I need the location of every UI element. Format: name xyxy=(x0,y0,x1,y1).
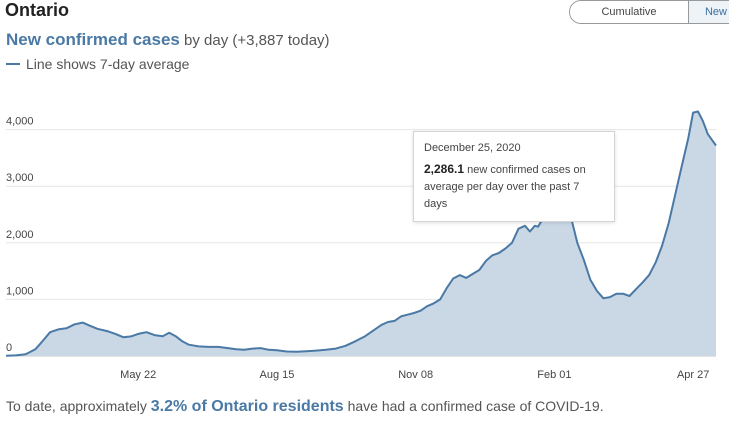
x-tick-label: Feb 01 xyxy=(537,369,571,381)
headline-strong: New confirmed cases xyxy=(6,30,180,49)
toggle-cumulative-button[interactable]: Cumulative xyxy=(570,1,688,23)
chart-legend: Line shows 7-day average xyxy=(6,56,189,72)
footnote-prefix: To date, approximately xyxy=(6,398,151,414)
tooltip-body: 2,286.1 new confirmed cases on average p… xyxy=(424,161,604,213)
hover-tooltip: December 25, 2020 2,286.1 new confirmed … xyxy=(413,131,615,222)
x-tick-label: May 22 xyxy=(120,369,156,381)
tooltip-value: 2,286.1 xyxy=(424,162,465,176)
region-title: Ontario xyxy=(5,0,70,20)
y-tick-label: 3,000 xyxy=(6,172,34,184)
x-axis: May 22 Aug 15 Nov 08 Feb 01 Apr 27 xyxy=(120,369,709,381)
footnote-suffix: have had a confirmed case of COVID-19. xyxy=(343,398,604,414)
footnote-strong: 3.2% of Ontario residents xyxy=(150,398,344,415)
series-line xyxy=(5,110,717,357)
x-tick-label: Nov 08 xyxy=(398,369,433,381)
headline-rest: by day (+3,887 today) xyxy=(179,32,330,49)
y-tick-label: 0 xyxy=(6,342,12,354)
chart-headline: New confirmed cases by day (+3,887 today… xyxy=(6,30,330,50)
legend-label: Line shows 7-day average xyxy=(26,56,190,72)
x-tick-label: Aug 15 xyxy=(260,369,295,381)
y-axis: 0 1,000 2,000 3,000 4,000 xyxy=(6,116,34,354)
tooltip-text: new confirmed cases on average per day o… xyxy=(424,164,586,210)
series-area xyxy=(6,111,716,356)
x-tick-label: Apr 27 xyxy=(677,369,709,381)
y-tick-label: 4,000 xyxy=(6,116,34,128)
cases-chart[interactable]: 0 1,000 2,000 3,000 4,000 May 22 Aug 15 Nov 08… xyxy=(0,90,729,390)
y-tick-label: 2,000 xyxy=(6,229,34,241)
toggle-new-button[interactable]: New xyxy=(688,1,729,23)
footnote: To date, approximately 3.2% of Ontario r… xyxy=(6,398,604,416)
y-tick-label: 1,000 xyxy=(6,285,34,297)
view-toggle: Cumulative New xyxy=(569,0,729,24)
tooltip-date: December 25, 2020 xyxy=(424,142,521,154)
legend-line-swatch xyxy=(6,63,20,65)
